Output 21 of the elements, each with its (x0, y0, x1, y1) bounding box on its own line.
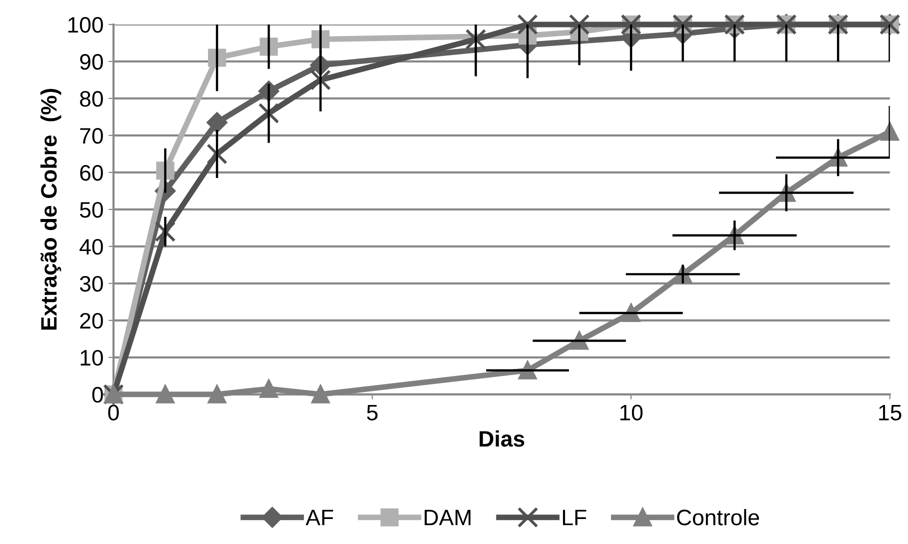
y-tick-label: 60 (80, 164, 103, 181)
y-tick-label: 80 (80, 91, 103, 107)
y-tick-label: 70 (80, 128, 103, 144)
y-tick-label: 10 (80, 350, 103, 366)
y-tick-label: 50 (80, 202, 103, 218)
legend-label: Controle (677, 509, 759, 526)
y-tick-label: 0 (92, 386, 103, 403)
y-axis-title: Extração de Cobre (%) (40, 88, 62, 330)
y-tick-label: 30 (80, 276, 103, 292)
legend-label: AF (306, 510, 334, 526)
x-tick-label: 0 (108, 404, 119, 420)
y-tick-label: 100 (68, 17, 103, 33)
x-axis-title: Dias (480, 430, 524, 447)
y-tick-label: 20 (80, 312, 103, 329)
x-tick-label: 15 (879, 404, 902, 420)
legend-label: LF (562, 510, 586, 526)
x-tick-label: 5 (366, 404, 378, 420)
y-tick-label: 40 (80, 238, 103, 255)
legend-label: DAM (424, 510, 470, 526)
y-tick-label: 90 (80, 54, 103, 70)
x-tick-label: 10 (620, 404, 643, 420)
